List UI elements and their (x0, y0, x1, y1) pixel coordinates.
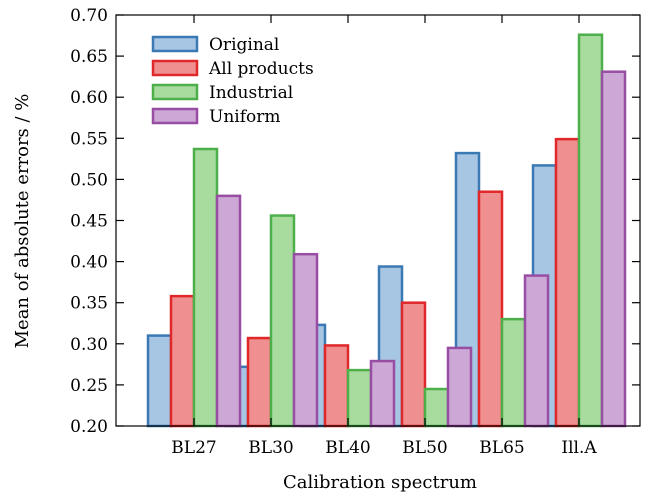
legend-label: Original (209, 35, 279, 55)
legend-swatch (151, 107, 199, 125)
bar-uniform-bl27 (215, 194, 242, 428)
bar-industrial-bl65 (500, 317, 527, 428)
legend: Original All products Industrial Uniform (151, 35, 314, 127)
legend-swatch (151, 83, 199, 101)
y-tick-label: 0.40 (70, 253, 108, 273)
y-tick-label: 0.45 (70, 212, 108, 232)
bar-all-products-illa (554, 137, 581, 428)
bar-industrial-bl27 (192, 147, 219, 428)
legend-label: Industrial (209, 83, 293, 103)
bar-uniform-bl40 (369, 359, 396, 428)
y-tick-label: 0.30 (70, 335, 108, 355)
legend-swatch (151, 59, 199, 77)
bar-all-products-bl65 (477, 190, 504, 428)
bar-uniform-illa (600, 70, 627, 428)
bar-all-products-bl27 (169, 294, 196, 428)
x-axis-title: Calibration spectrum (283, 472, 477, 493)
y-tick-label: 0.35 (70, 294, 108, 314)
bar-all-products-bl30 (246, 336, 273, 428)
bar-industrial-bl40 (346, 368, 373, 428)
ticks-layer: 0.20 0.25 0.30 0.35 0.40 0.45 0.50 0.55 0.60 0.65… (70, 6, 640, 458)
bar-industrial-bl30 (269, 214, 296, 428)
x-tick-label: BL30 (248, 438, 293, 458)
legend-label: All products (208, 59, 314, 79)
y-tick-label: 0.50 (70, 170, 108, 190)
legend-label: Uniform (209, 107, 281, 127)
legend-swatch (151, 35, 199, 53)
bar-industrial-illa (577, 33, 604, 428)
bar-uniform-bl65 (523, 274, 550, 428)
y-tick-label: 0.55 (70, 129, 108, 149)
y-tick-label: 0.25 (70, 376, 108, 396)
y-tick-label: 0.60 (70, 88, 108, 108)
bar-all-products-bl50 (400, 301, 427, 428)
x-tick-label: BL27 (171, 438, 216, 458)
bar-all-products-bl40 (323, 344, 350, 428)
y-tick-label: 0.65 (70, 47, 108, 67)
bar-original-bl27 (146, 334, 173, 428)
x-tick-label: BL40 (325, 438, 370, 458)
y-tick-label: 0.70 (70, 6, 108, 26)
bar-industrial-bl50 (423, 387, 450, 428)
bar-uniform-bl50 (446, 346, 473, 428)
x-tick-label: Ill.A (561, 438, 597, 458)
x-tick-label: BL50 (402, 438, 447, 458)
y-tick-label: 0.20 (70, 417, 108, 437)
y-axis-title: Mean of absolute errors / % (12, 94, 33, 349)
bar-uniform-bl30 (292, 252, 319, 428)
x-tick-label: BL65 (479, 438, 524, 458)
